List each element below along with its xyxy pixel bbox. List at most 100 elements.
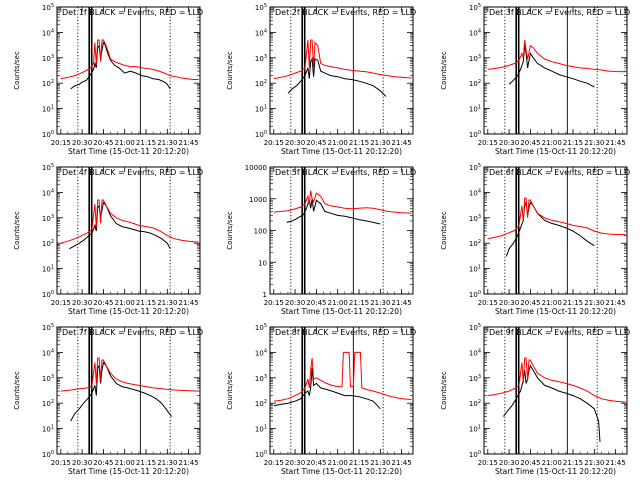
y-tick-label: 105 (42, 3, 54, 12)
panel-title: Det 7f BLACK = Events, RED = LLD (62, 328, 203, 337)
y-tick-label: 103 (255, 374, 267, 383)
x-tick-label: 21:45 (606, 459, 626, 467)
x-tick-label: 21:00 (115, 139, 135, 147)
plot-frame (269, 326, 414, 455)
x-tick-label: 21:45 (606, 139, 626, 147)
x-tick-label: 21:30 (157, 139, 177, 147)
x-tick-label: 20:30 (72, 139, 92, 147)
y-tick-label: 105 (469, 3, 481, 12)
x-tick-label: 21:45 (392, 299, 412, 307)
panel-title: Det 1f BLACK = Events, RED = LLD (62, 8, 203, 17)
y-tick-label: 104 (42, 28, 54, 37)
events-series-line (508, 45, 595, 88)
y-tick-label: 100 (469, 290, 481, 299)
y-tick-label: 105 (42, 323, 54, 332)
x-tick-label: 20:45 (306, 139, 326, 147)
y-axis-label: Counts/sec (440, 51, 448, 90)
y-tick-label: 100 (42, 130, 54, 139)
x-tick-label: 20:15 (51, 139, 71, 147)
x-tick-label: 21:00 (542, 299, 562, 307)
y-tick-label: 103 (469, 214, 481, 223)
x-tick-label: 21:45 (392, 459, 412, 467)
y-tick-label: 103 (469, 54, 481, 63)
x-tick-label: 20:30 (499, 139, 519, 147)
x-axis-label: Start Time (15-Oct-11 20:12:20) (68, 467, 189, 476)
x-tick-label: 20:15 (264, 459, 284, 467)
y-tick-label: 103 (255, 54, 267, 63)
x-tick-label: 21:15 (136, 139, 156, 147)
y-tick-label: 101 (42, 265, 54, 274)
x-tick-label: 20:15 (264, 299, 284, 307)
y-tick-label: 102 (255, 399, 267, 408)
x-tick-label: 21:45 (392, 139, 412, 147)
x-axis-label: Start Time (15-Oct-11 20:12:20) (281, 467, 402, 476)
x-tick-label: 21:00 (542, 459, 562, 467)
y-axis-label: Counts/sec (13, 371, 21, 410)
y-axis-label: Counts/sec (226, 51, 234, 90)
x-tick-label: 21:45 (179, 139, 199, 147)
y-tick-label: 105 (469, 323, 481, 332)
y-tick-label: 102 (469, 79, 481, 88)
plot-frame (483, 6, 628, 135)
x-tick-label: 21:00 (328, 139, 348, 147)
x-tick-label: 20:45 (520, 299, 540, 307)
y-tick-label: 101 (469, 265, 481, 274)
x-tick-label: 21:00 (115, 459, 135, 467)
events-series-line (287, 57, 387, 97)
events-series-line (505, 200, 595, 257)
x-tick-label: 20:45 (306, 459, 326, 467)
events-series-line (503, 364, 601, 442)
x-tick-label: 20:30 (499, 459, 519, 467)
x-tick-label: 20:15 (478, 299, 498, 307)
y-tick-label: 10000 (245, 164, 267, 172)
y-tick-label: 100 (469, 450, 481, 459)
lld-series-line (273, 190, 412, 214)
y-tick-label: 104 (469, 348, 481, 357)
y-tick-label: 100 (255, 130, 267, 139)
plot-frame (56, 6, 201, 135)
y-tick-label: 100 (42, 450, 54, 459)
y-tick-label: 101 (42, 425, 54, 434)
x-tick-label: 21:30 (584, 299, 604, 307)
x-tick-label: 21:15 (136, 299, 156, 307)
y-tick-label: 104 (42, 188, 54, 197)
lld-series-line (60, 39, 199, 80)
y-tick-label: 104 (255, 348, 267, 357)
x-axis-label: Start Time (15-Oct-11 20:12:20) (495, 467, 616, 476)
plot-frame (269, 166, 414, 295)
panel-title: Det 2f BLACK = Events, RED = LLD (275, 8, 416, 17)
x-tick-label: 20:30 (72, 299, 92, 307)
y-tick-label: 100 (255, 450, 267, 459)
x-tick-label: 20:15 (478, 459, 498, 467)
y-axis-label: Counts/sec (226, 211, 234, 250)
y-tick-label: 101 (469, 105, 481, 114)
lld-series-line (487, 197, 626, 240)
panel-title: Det 4f BLACK = Events, RED = LLD (62, 168, 203, 177)
x-tick-label: 20:45 (93, 299, 113, 307)
x-tick-label: 21:00 (542, 139, 562, 147)
y-tick-label: 105 (255, 3, 267, 12)
x-tick-label: 21:30 (370, 299, 390, 307)
plot-frame (483, 166, 628, 295)
y-tick-label: 102 (469, 399, 481, 408)
y-tick-label: 10 (258, 259, 267, 267)
x-tick-label: 20:45 (520, 139, 540, 147)
x-tick-label: 21:30 (370, 459, 390, 467)
x-tick-label: 21:45 (179, 299, 199, 307)
x-axis-label: Start Time (15-Oct-11 20:12:20) (495, 147, 616, 156)
y-axis-label: Counts/sec (440, 371, 448, 410)
y-axis-label: Counts/sec (226, 371, 234, 410)
lld-series-line (487, 39, 626, 73)
panel-title: Det 6f BLACK = Events, RED = LLD (489, 168, 630, 177)
x-axis-label: Start Time (15-Oct-11 20:12:20) (68, 147, 189, 156)
x-tick-label: 21:00 (328, 459, 348, 467)
y-tick-label: 102 (469, 239, 481, 248)
x-tick-label: 21:00 (328, 299, 348, 307)
x-tick-label: 20:30 (72, 459, 92, 467)
x-tick-label: 20:30 (285, 459, 305, 467)
y-tick-label: 101 (255, 105, 267, 114)
